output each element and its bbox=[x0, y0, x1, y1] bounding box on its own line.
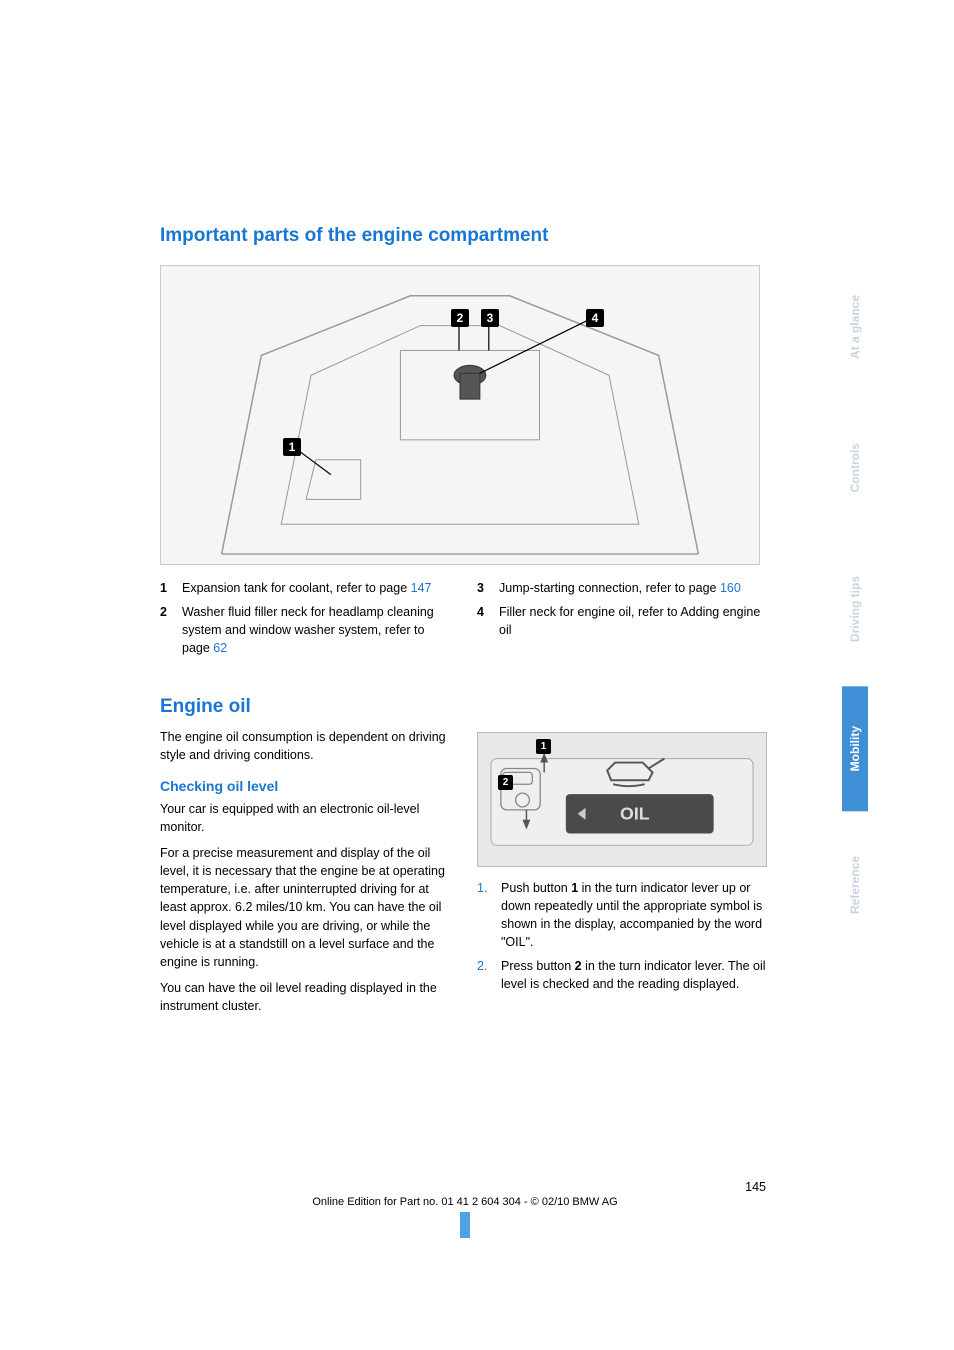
step-item: 1. Push button 1 in the turn indicator le… bbox=[477, 879, 770, 952]
checking-p2: For a precise measurement and display of… bbox=[160, 844, 453, 971]
footer-text: Online Edition for Part no. 01 41 2 604 … bbox=[160, 1196, 770, 1208]
callout-item: 1 Expansion tank for coolant, refer to p… bbox=[160, 579, 453, 597]
callout-num: 4 bbox=[477, 603, 499, 639]
engine-oil-intro: The engine oil consumption is dependent … bbox=[160, 728, 453, 764]
tab-controls[interactable]: Controls bbox=[842, 403, 868, 532]
callout-num: 2 bbox=[160, 603, 182, 657]
instrument-cluster-diagram: OIL bbox=[477, 732, 767, 867]
callout-col-right: 3 Jump-starting connection, refer to pag… bbox=[477, 579, 770, 664]
tab-mobility[interactable]: Mobility bbox=[842, 686, 868, 811]
diagram-callout-1: 1 bbox=[283, 438, 301, 456]
diagram-callout-4: 4 bbox=[586, 309, 604, 327]
oil-check-steps: 1. Push button 1 in the turn indicator le… bbox=[477, 879, 770, 994]
engine-oil-left-col: Engine oil The engine oil consumption is… bbox=[160, 672, 453, 1024]
side-nav-tabs: At a glance Controls Driving tips Mobili… bbox=[842, 255, 872, 958]
diagram-callout-2: 2 bbox=[451, 309, 469, 327]
callout-num: 3 bbox=[477, 579, 499, 597]
step-number: 2. bbox=[477, 957, 487, 975]
page-footer: 145 Online Edition for Part no. 01 41 2 … bbox=[160, 1180, 770, 1238]
instrument-callout-1: 1 bbox=[536, 739, 551, 754]
page-link[interactable]: 62 bbox=[213, 641, 227, 655]
svg-text:OIL: OIL bbox=[620, 803, 650, 823]
step-number: 1. bbox=[477, 879, 487, 897]
page-number: 145 bbox=[160, 1180, 770, 1194]
tab-driving-tips[interactable]: Driving tips bbox=[842, 536, 868, 682]
callout-text: Washer fluid filler neck for headlamp cl… bbox=[182, 603, 453, 657]
instrument-svg: OIL bbox=[478, 733, 766, 866]
step-text: Press button 2 in the turn indicator lev… bbox=[501, 959, 766, 991]
diagram-callout-3: 3 bbox=[481, 309, 499, 327]
engine-oil-heading: Engine oil bbox=[160, 696, 453, 718]
callout-item: 4 Filler neck for engine oil, refer to A… bbox=[477, 603, 770, 639]
callout-item: 2 Washer fluid filler neck for headlamp … bbox=[160, 603, 453, 657]
checking-heading: Checking oil level bbox=[160, 778, 453, 794]
checking-p3: You can have the oil level reading displ… bbox=[160, 979, 453, 1015]
callout-item: 3 Jump-starting connection, refer to pag… bbox=[477, 579, 770, 597]
engine-compartment-diagram: 1 2 3 4 bbox=[160, 265, 760, 565]
instrument-callout-2: 2 bbox=[498, 775, 513, 790]
engine-oil-section: Engine oil The engine oil consumption is… bbox=[160, 672, 770, 1024]
engine-oil-right-col: OIL bbox=[477, 672, 770, 1024]
step-item: 2. Press button 2 in the turn indicator l… bbox=[477, 957, 770, 993]
callout-legend: 1 Expansion tank for coolant, refer to p… bbox=[160, 579, 770, 664]
footer-bar bbox=[460, 1212, 470, 1238]
callout-col-left: 1 Expansion tank for coolant, refer to p… bbox=[160, 579, 453, 664]
page-link[interactable]: 160 bbox=[720, 581, 741, 595]
callout-text: Filler neck for engine oil, refer to Add… bbox=[499, 603, 770, 639]
page-link[interactable]: 147 bbox=[411, 581, 432, 595]
step-text: Push button 1 in the turn indicator leve… bbox=[501, 881, 762, 949]
page-content: Important parts of the engine compartmen… bbox=[160, 225, 770, 1023]
checking-p1: Your car is equipped with an electronic … bbox=[160, 800, 453, 836]
tab-reference[interactable]: Reference bbox=[842, 816, 868, 954]
tab-at-a-glance[interactable]: At a glance bbox=[842, 255, 868, 399]
callout-text: Jump-starting connection, refer to page … bbox=[499, 579, 741, 597]
main-heading: Important parts of the engine compartmen… bbox=[160, 225, 770, 247]
callout-text: Expansion tank for coolant, refer to pag… bbox=[182, 579, 431, 597]
callout-num: 1 bbox=[160, 579, 182, 597]
